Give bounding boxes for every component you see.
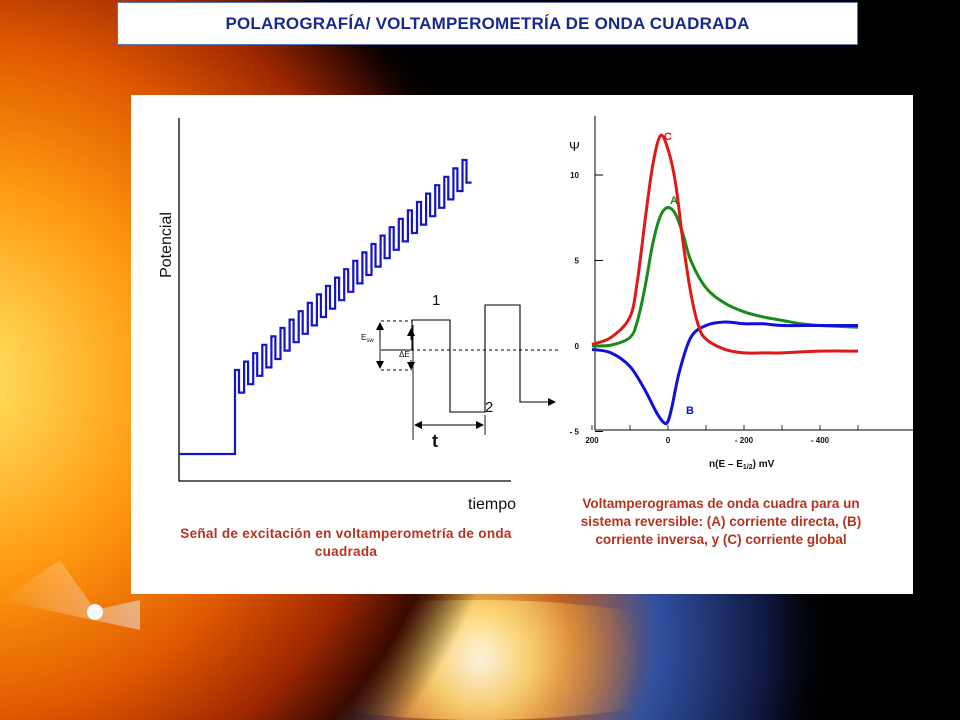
x-tick-label: 200 (585, 436, 599, 445)
series-line-b (591, 320, 858, 426)
x-tick-label: 0 (666, 436, 671, 445)
y-tick-label: 0 (575, 342, 580, 351)
label-esw: Esw (361, 333, 374, 344)
y-tick-label: 5 (575, 257, 580, 266)
label-t: t (432, 431, 438, 451)
label-2: 2 (485, 399, 493, 416)
figure-panel: Potencial tiempo 1 2 t Esw ΔE 10 5 0- 5 (131, 95, 913, 594)
label-delta-e: ΔE (399, 350, 410, 359)
series-label-a: A (670, 195, 678, 207)
voltammogram-chart: 10 5 0 - 5 200 0 - 200 - 400 C A B Ψ n(E – E1/2)… (569, 116, 913, 471)
x-tick-label: - 400 (811, 436, 830, 445)
y-tick-label: - 5 (570, 428, 580, 437)
title-banner: POLAROGRAFÍA/ VOLTAMPEROMETRÍA DE ONDA C… (117, 2, 858, 45)
page-title: POLAROGRAFÍA/ VOLTAMPEROMETRÍA DE ONDA C… (225, 13, 750, 33)
left-caption: Señal de excitación en voltamperometría … (180, 526, 512, 559)
x-axis-label: tiempo (468, 496, 516, 513)
chart-axes (594, 116, 913, 431)
excitation-signal-diagram: Potencial tiempo 1 2 t Esw ΔE (158, 118, 561, 513)
y-axis-label: Potencial (158, 212, 175, 278)
series-label-b: B (686, 405, 694, 417)
left-axes (178, 118, 511, 482)
series-label-c: C (664, 131, 672, 143)
chart-y-axis-label: Ψ (569, 139, 580, 154)
label-1: 1 (432, 292, 440, 309)
right-caption: Voltamperogramas de onda cuadra para un … (580, 496, 862, 547)
chart-x-axis-label: n(E – E1/2) mV (709, 459, 775, 471)
square-wave-staircase (179, 158, 472, 456)
series-line-c (591, 133, 859, 355)
y-tick-label: 10 (570, 171, 579, 180)
x-tick-label: - 200 (735, 436, 754, 445)
